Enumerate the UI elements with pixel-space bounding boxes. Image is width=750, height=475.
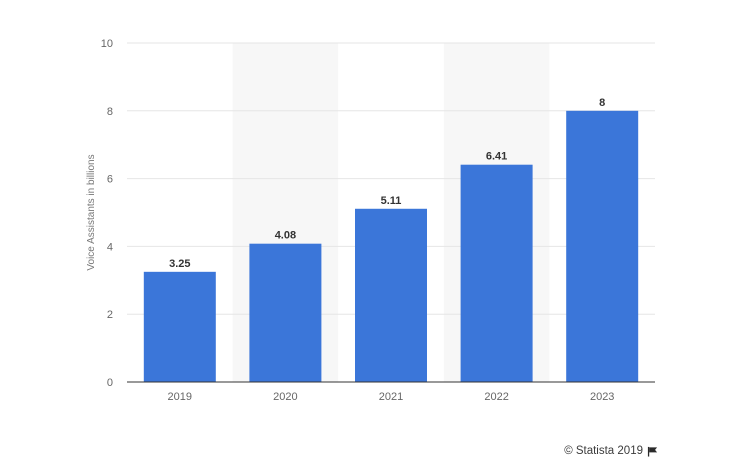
bar[interactable] <box>460 164 533 382</box>
value-label: 6.41 <box>486 151 507 163</box>
bar[interactable] <box>355 208 427 382</box>
flag-icon <box>647 446 658 457</box>
value-label: 8 <box>599 97 605 109</box>
bars <box>143 110 639 383</box>
value-label: 5.11 <box>381 195 402 207</box>
y-tick-label: 8 <box>107 106 113 118</box>
y-tick-label: 6 <box>107 174 113 186</box>
value-label: 3.25 <box>169 258 190 270</box>
bar[interactable] <box>143 271 216 382</box>
x-tick-labels: 2019 2020 2021 2022 2023 <box>168 391 615 403</box>
bar[interactable] <box>249 243 322 382</box>
bar[interactable] <box>566 110 639 383</box>
x-tick-label: 2021 <box>379 391 403 403</box>
y-tick-labels: 0 2 4 6 8 10 <box>101 38 113 389</box>
value-label: 4.08 <box>275 230 296 242</box>
credit-text: © Statista 2019 <box>564 445 643 457</box>
x-tick-label: 2022 <box>484 391 508 403</box>
value-labels: 3.25 4.08 5.11 6.41 8 <box>169 97 605 270</box>
y-tick-label: 0 <box>107 377 113 389</box>
y-tick-label: 4 <box>107 241 113 253</box>
y-tick-label: 2 <box>107 309 113 321</box>
x-tick-label: 2023 <box>590 391 614 403</box>
y-axis-label: Voice Assistants in billions <box>86 154 97 270</box>
y-tick-label: 10 <box>101 38 113 50</box>
x-tick-label: 2020 <box>273 391 297 403</box>
statista-credit[interactable]: © Statista 2019 <box>564 445 658 457</box>
x-tick-label: 2019 <box>168 391 192 403</box>
